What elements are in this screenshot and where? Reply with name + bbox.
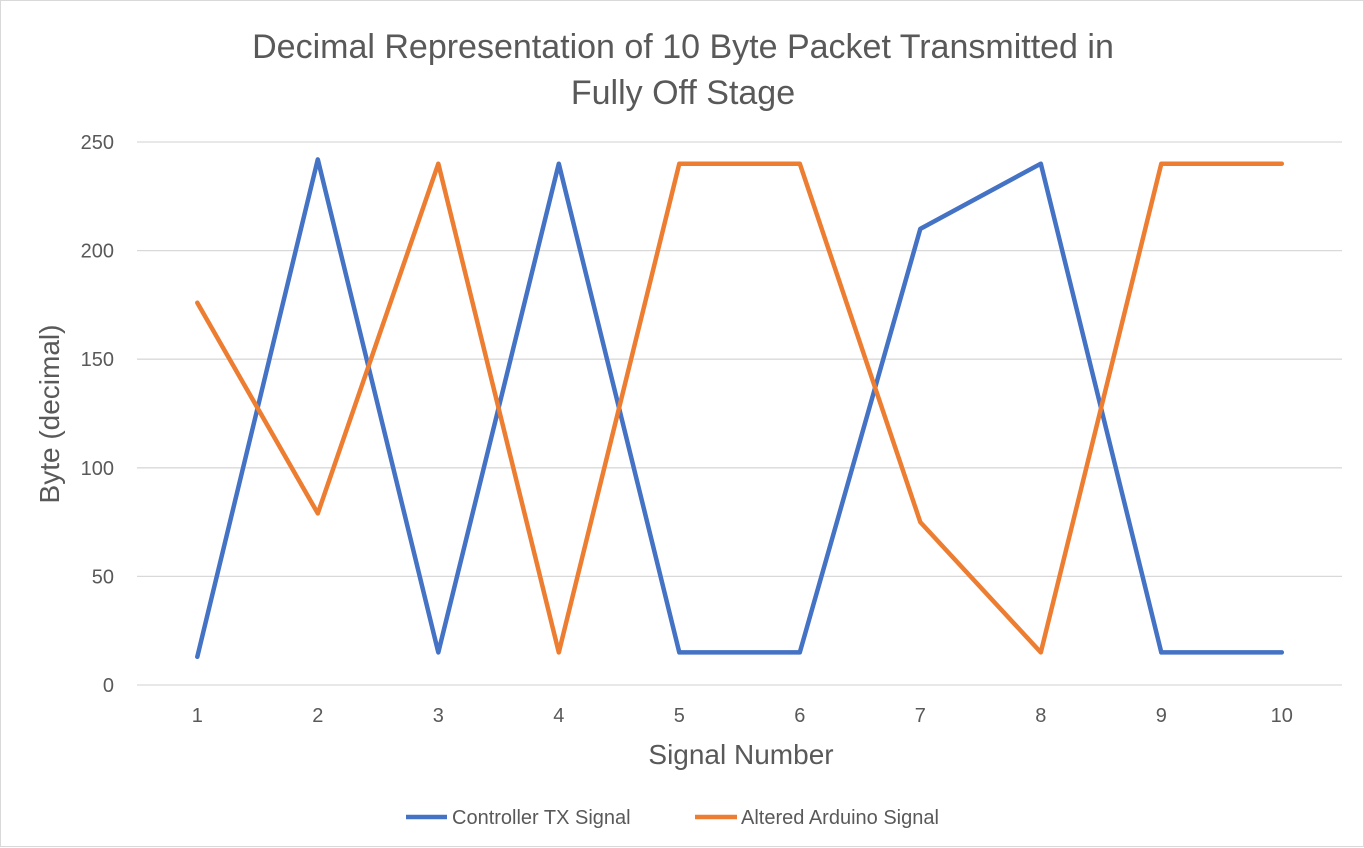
legend-item-2: Altered Arduino Signal: [695, 807, 939, 829]
x-tick-label: 10: [1271, 705, 1293, 727]
legend: Controller TX Signal Altered Arduino Sign…: [406, 807, 939, 829]
x-tick-label: 9: [1156, 705, 1167, 727]
x-tick-label: 3: [433, 705, 444, 727]
x-tick-label: 5: [674, 705, 685, 727]
x-tick-label: 2: [312, 705, 323, 727]
y-axis-tick-labels: 0 50 100 150 200 250: [81, 132, 114, 697]
legend-label: Controller TX Signal: [452, 807, 631, 829]
x-tick-label: 7: [915, 705, 926, 727]
series-line-2: [195, 161, 1285, 655]
x-tick-label: 4: [553, 705, 564, 727]
chart-title-line-2: Fully Off Stage: [571, 74, 795, 112]
y-tick-label: 250: [81, 132, 114, 154]
x-axis-title: Signal Number: [648, 739, 833, 770]
gridlines: [137, 141, 1342, 686]
series-lines: [195, 157, 1285, 660]
y-tick-label: 200: [81, 241, 114, 263]
x-axis-tick-labels: 1 2 3 4 5 6 7 8 9 10: [192, 705, 1293, 727]
legend-item-1: Controller TX Signal: [406, 807, 631, 829]
y-axis-title: Byte (decimal): [34, 325, 65, 504]
y-tick-label: 100: [81, 458, 114, 480]
x-tick-label: 1: [192, 705, 203, 727]
y-tick-label: 50: [92, 566, 114, 588]
chart-title-line-1: Decimal Representation of 10 Byte Packet…: [252, 28, 1114, 66]
y-tick-label: 150: [81, 349, 114, 371]
x-tick-label: 6: [794, 705, 805, 727]
series-line-1: [195, 157, 1285, 660]
legend-label: Altered Arduino Signal: [741, 807, 939, 829]
x-tick-label: 8: [1035, 705, 1046, 727]
y-tick-label: 0: [103, 675, 114, 697]
